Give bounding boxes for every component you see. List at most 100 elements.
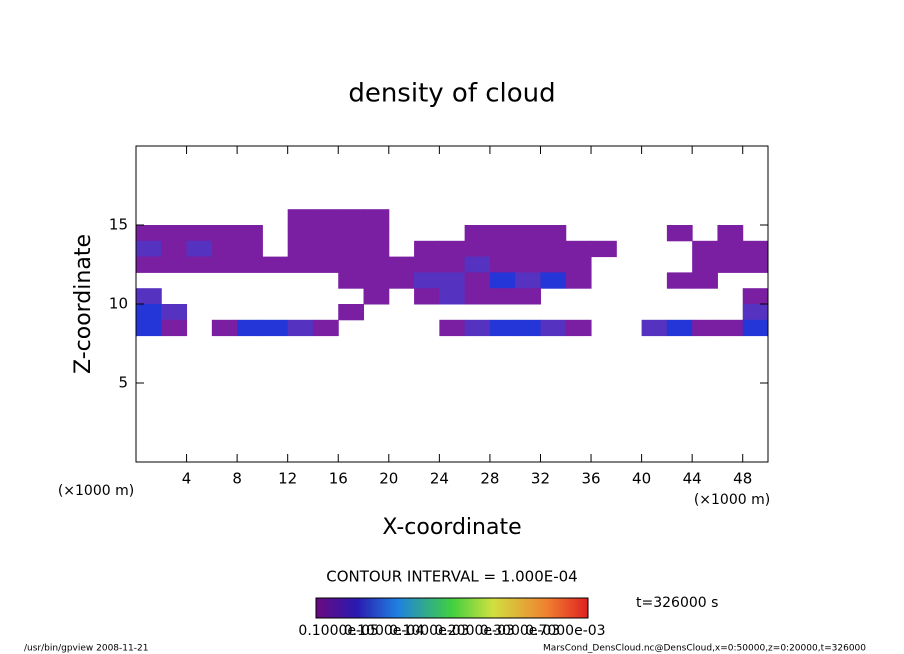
contour-cell: [287, 240, 314, 258]
x-tick-label: 16: [329, 470, 348, 488]
contour-cell: [363, 256, 390, 273]
contour-cell: [338, 304, 365, 321]
contour-cell: [287, 256, 314, 273]
contour-cell: [363, 272, 390, 289]
contour-cell: [464, 319, 491, 337]
contour-cell: [489, 225, 516, 242]
contour-cell: [237, 319, 263, 337]
contour-cell: [742, 319, 769, 337]
x-tick-label: 44: [683, 470, 702, 488]
x-tick-label: 48: [733, 470, 752, 488]
y-tick-label: 15: [109, 216, 128, 234]
contour-cell: [338, 240, 365, 258]
contour-cell: [439, 256, 466, 273]
contour-cell: [464, 272, 491, 289]
contour-cell: [666, 225, 693, 242]
contour-cell: [363, 209, 390, 226]
x-axis-title: X-coordinate: [382, 515, 521, 540]
contour-cell: [540, 225, 567, 242]
colorbar-label: 0.1000e-04: [344, 623, 425, 639]
contour-cell: [515, 319, 541, 337]
contour-cell: [540, 256, 567, 273]
contour-cell: [186, 240, 213, 258]
y-axis-title: Z-coordinate: [71, 234, 96, 374]
contour-cell: [464, 225, 491, 242]
contour-cell: [338, 256, 365, 273]
colorbar-label: 0.2000e-03: [434, 623, 514, 639]
contour-cell: [565, 256, 592, 273]
contour-cell: [489, 319, 516, 337]
contour-cell: [136, 304, 162, 321]
contour-cell: [591, 240, 617, 258]
contour-cell: [692, 256, 718, 273]
contour-cell: [161, 225, 188, 242]
contour-cell: [717, 319, 744, 337]
contour-cell: [717, 240, 744, 258]
contour-cell: [540, 272, 567, 289]
x-tick-label: 20: [379, 470, 398, 488]
contour-cell: [717, 256, 744, 273]
x-tick-label: 32: [531, 470, 550, 488]
contour-cell: [414, 256, 440, 273]
contour-cell: [565, 240, 592, 258]
colorbar-label: 0.1000e-03: [389, 623, 469, 639]
contour-cell: [262, 319, 289, 337]
contour-cell: [742, 288, 769, 305]
contour-cell: [312, 319, 339, 337]
contour-cell: [363, 288, 390, 305]
x-tick-label: 4: [182, 470, 192, 488]
contour-cell: [211, 240, 238, 258]
contour-cell: [565, 319, 592, 337]
contour-cell: [363, 240, 390, 258]
contour-cell: [312, 209, 339, 226]
contour-cell: [136, 225, 162, 242]
contour-cell: [186, 256, 213, 273]
contour-interval: CONTOUR INTERVAL = 1.000E-04: [326, 568, 577, 586]
contour-cell: [287, 225, 314, 242]
contour-cell: [161, 240, 188, 258]
y-tick-label: 10: [109, 295, 128, 313]
contour-cell: [262, 256, 289, 273]
contour-cell: [211, 225, 238, 242]
contour-cell: [540, 319, 567, 337]
contour-cell: [489, 272, 516, 289]
contour-cell: [312, 225, 339, 242]
x-tick-label: 24: [430, 470, 449, 488]
contour-cell: [312, 256, 339, 273]
contour-cell: [439, 240, 466, 258]
contour-cell: [136, 288, 162, 305]
time-label: t=326000 s: [636, 595, 718, 611]
contour-cell: [742, 304, 769, 321]
contour-cell: [489, 288, 516, 305]
footer-right: MarsCond_DensCloud.nc@DensCloud,x=0:5000…: [543, 644, 866, 654]
contour-cell: [414, 288, 440, 305]
x-tick-label: 8: [232, 470, 242, 488]
contour-cell: [211, 319, 238, 337]
colorbar-label: 0.1000e-05: [298, 623, 378, 639]
contour-cell: [287, 209, 314, 226]
footer-left: /usr/bin/gpview 2008-11-21: [24, 644, 148, 654]
contour-cell: [515, 225, 541, 242]
x-tick-label: 12: [278, 470, 297, 488]
contour-cell: [414, 240, 440, 258]
contour-cell: [692, 319, 718, 337]
contour-cell: [565, 272, 592, 289]
contour-cell: [666, 272, 693, 289]
contour-cell: [161, 319, 188, 337]
contour-cell: [186, 225, 213, 242]
x-tick-label: 28: [480, 470, 499, 488]
contour-cell: [287, 319, 314, 337]
contour-cell: [515, 240, 541, 258]
contour-cell: [515, 272, 541, 289]
y-tick-label: 5: [118, 374, 128, 392]
contour-cell: [439, 319, 466, 337]
contour-cell: [540, 240, 567, 258]
contour-cell: [363, 225, 390, 242]
colorbar-label: 0.3000e-03: [480, 623, 560, 639]
colorbar-label: 0.7000e-03: [525, 623, 605, 639]
contour-cell: [136, 256, 162, 273]
contour-cell: [489, 256, 516, 273]
x-unit: (×1000 m): [694, 492, 770, 508]
contour-cell: [136, 319, 162, 337]
